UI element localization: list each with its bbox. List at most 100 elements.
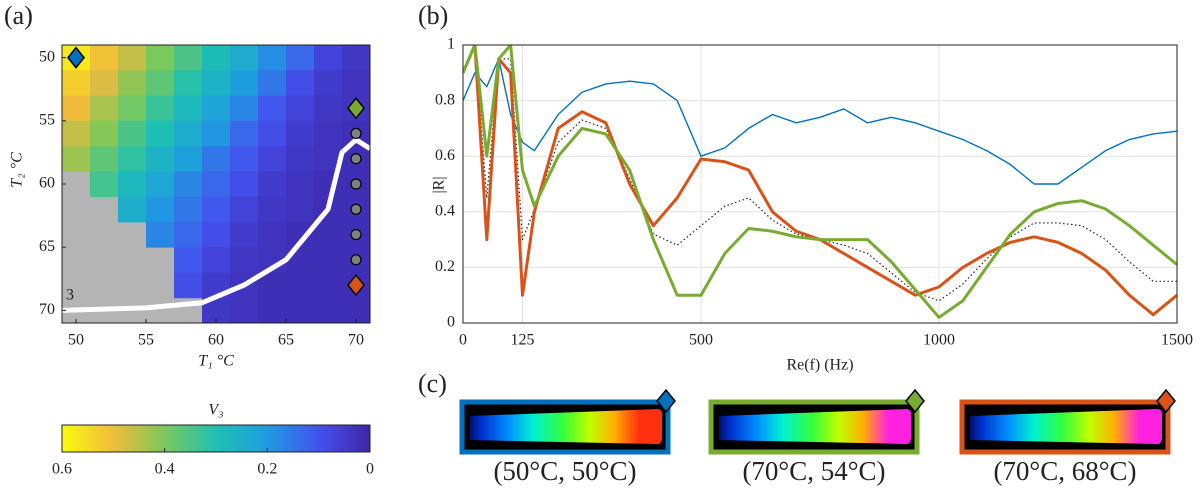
heat-cell [230,70,259,97]
heat-cell [90,70,119,97]
y-tick-label: 0.4 [435,202,455,219]
boundary-curve [61,136,372,313]
heat-cell [286,196,315,223]
heat-cell [258,70,287,97]
line-series [463,58,1177,185]
marker [350,228,362,241]
heat-cell [118,196,147,223]
heat-cell [146,146,175,172]
x-tick-label: 50 [68,332,84,349]
heat-cell [118,95,147,122]
heat-cell [174,45,203,71]
y-axis-label: |R| [431,176,448,193]
heat-cell [118,120,147,147]
x-tick-label: 70 [348,332,364,349]
heat-cell [286,171,315,198]
heat-cell [286,297,315,324]
marker [67,46,85,69]
heat-cell [314,70,343,97]
heat-cell [62,70,91,97]
heat-cell [174,146,203,172]
marker [1156,388,1176,414]
y-tick-label: 70 [39,301,55,318]
x-tick-label: 1500 [1161,332,1193,349]
heat-cell [314,221,343,248]
heat-cell [118,45,147,71]
thermal-image [970,409,1163,445]
x-axis-label: T₁ °C [198,353,234,370]
y-axis-label: T₂ °C [9,152,26,188]
heat-cell [174,70,203,97]
heat-cell [174,272,203,299]
heat-cell [202,247,231,273]
heat-cell [62,120,91,147]
heat-cell [230,171,259,198]
heat-cell [174,171,203,198]
heat-cell [146,171,175,198]
heat-cell [342,45,371,71]
colorbar-tick-label: 0 [366,461,374,478]
heat-cell [314,120,343,147]
heat-cell [230,247,259,273]
heat-cell [90,171,119,198]
x-tick-label: 60 [208,332,224,349]
colorbar [61,424,371,453]
x-tick-label: 0 [459,332,467,349]
heat-cell [286,272,315,299]
heat-cell [62,95,91,122]
heat-cell [230,297,259,324]
heat-cell [174,196,203,223]
x-tick-label: 55 [138,332,154,349]
y-tick-label: 1 [447,36,455,53]
heat-cell [174,95,203,122]
heat-cell [286,45,315,71]
line-series [463,45,1177,302]
panel-label: (a) [4,1,33,30]
heat-cell [230,95,259,122]
marker [347,273,365,297]
heat-cell [230,196,259,223]
y-tick-label: 55 [39,111,55,128]
marker [905,388,925,414]
heat-cell [146,70,175,97]
heat-cell [230,221,259,248]
heat-cell [62,146,91,172]
heat-cell [90,45,119,71]
heat-cell [342,70,371,97]
image-caption: (70°C, 54°C) [742,456,885,486]
y-tick-label: 0.8 [435,91,455,108]
y-tick-label: 0 [447,314,455,331]
heat-cell [230,45,259,71]
heat-cell [230,120,259,147]
heat-cell [258,221,287,248]
heat-cell [202,95,231,122]
line-series [463,45,1177,317]
heat-cell [202,221,231,248]
y-tick-label: 0.6 [435,147,455,164]
colorbar-tick-label: 0.4 [155,461,175,478]
thermal-image [470,409,663,445]
heat-cell [202,120,231,147]
marker [350,127,362,140]
x-tick-label: 1000 [923,332,955,349]
heat-cell [314,272,343,299]
x-axis-label: Re(f) (Hz) [786,357,853,374]
heat-cell [174,247,203,273]
heat-cell [90,146,119,172]
heat-cell [286,146,315,172]
x-tick-label: 65 [278,332,294,349]
image-caption: (50°C, 50°C) [493,456,636,486]
colorbar-tick-label: 0.2 [257,461,277,478]
heat-cell [286,95,315,122]
heat-cell [314,297,343,324]
marker [350,203,362,215]
heat-cell [118,171,147,198]
heat-cell [146,221,175,248]
marker [656,388,676,414]
image-caption: (70°C, 68°C) [993,456,1136,486]
heat-cell [90,95,119,122]
heat-cell [258,272,287,299]
heat-cell [258,146,287,172]
heat-cell [286,70,315,97]
